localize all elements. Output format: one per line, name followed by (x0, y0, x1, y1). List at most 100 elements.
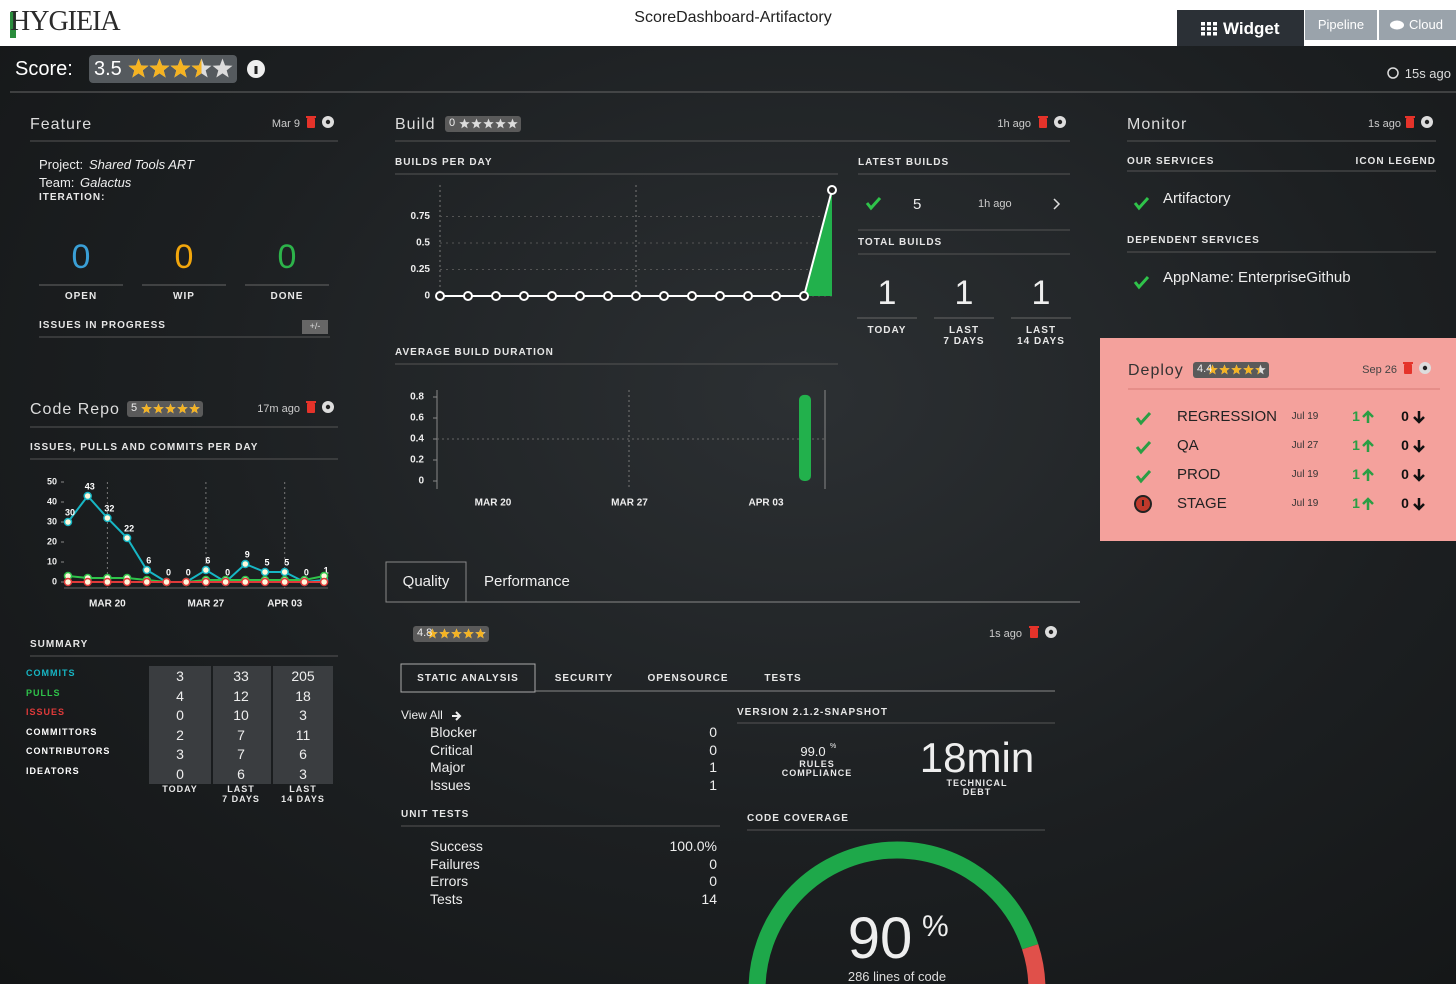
y-tick-label: 0.4 (410, 434, 424, 445)
down-count: 0 (1401, 495, 1409, 511)
toggle[interactable]: +/- (309, 321, 321, 331)
y-tick-label: 0 (424, 291, 430, 302)
updated-time: Sep 26 (1362, 364, 1397, 376)
team-label: Team: (39, 175, 75, 190)
grid-icon (1207, 22, 1211, 26)
x-tick-label: APR 03 (267, 599, 302, 610)
series-point (201, 577, 211, 587)
x-tick-label: MAR 27 (188, 599, 225, 610)
test-label: Failures (430, 855, 480, 872)
delete-lid (1029, 626, 1039, 628)
service-name: AppName: EnterpriseGithub (1163, 269, 1351, 286)
up-count: 1 (1352, 408, 1360, 424)
delete-icon[interactable] (1039, 118, 1047, 128)
environment-name: QA (1177, 437, 1199, 454)
issue-label: Major (430, 759, 466, 775)
summary-value: 12 (233, 687, 249, 704)
star (128, 58, 149, 78)
down-arrow (1413, 411, 1425, 424)
star (170, 58, 191, 78)
issue-value: 1 (709, 776, 717, 793)
summary-value: 3 (299, 707, 307, 723)
delete-lid (306, 401, 316, 403)
y-tick-label: 0.25 (411, 264, 431, 275)
count-value: 0 (174, 238, 194, 276)
project-label: Project: (39, 157, 84, 172)
coverage-unit: % (922, 910, 949, 943)
gauge-rest (1022, 944, 1046, 984)
star (149, 58, 170, 78)
series-point (142, 577, 152, 587)
tab-label[interactable]: Performance (484, 573, 570, 590)
environment-date: Jul 19 (1291, 498, 1319, 509)
count-label: DONE (270, 291, 304, 302)
issue-label: Critical (430, 741, 473, 758)
issue-label: Blocker (430, 724, 477, 740)
series-point (319, 577, 329, 587)
settings-hole (1422, 365, 1428, 371)
check-icon (865, 196, 882, 211)
series-point (799, 291, 809, 301)
check-icon (1133, 275, 1150, 290)
star (189, 403, 200, 414)
tab-pipeline (1305, 10, 1377, 40)
summary-value: 11 (295, 726, 311, 743)
delete-icon[interactable] (1404, 364, 1412, 374)
delete-icon[interactable] (307, 118, 315, 128)
logo-mark (10, 12, 16, 38)
coverage-lines: 286 lines of code (847, 969, 947, 984)
up-count: 1 (1352, 495, 1360, 511)
coverage-value: 90 (847, 906, 913, 971)
subtab-label[interactable]: STATIC ANALYSIS (417, 673, 519, 684)
subtab-label[interactable]: TESTS (764, 673, 802, 684)
rating-value: 4.8 (417, 627, 433, 639)
series-point (575, 291, 585, 301)
chevron[interactable] (1053, 198, 1061, 210)
star (451, 628, 462, 639)
star (177, 403, 188, 414)
tab-label[interactable]: Pipeline (1317, 17, 1365, 32)
count-value: 0 (277, 238, 297, 276)
tab-label[interactable]: Widget (1223, 19, 1280, 38)
tab-widget (1177, 10, 1304, 46)
settings-hole (1424, 119, 1430, 125)
series-point (280, 567, 289, 577)
delete-lid (1038, 116, 1048, 118)
star (141, 403, 152, 414)
view-all-link[interactable]: View All (401, 708, 443, 722)
subtab-label[interactable]: OPENSOURCE (647, 673, 729, 684)
summary-value: 3 (299, 765, 307, 782)
series-point (491, 291, 501, 301)
environment-date: Jul 27 (1291, 440, 1319, 451)
bar (799, 394, 811, 481)
environment-name: PROD (1177, 466, 1221, 483)
star (1243, 364, 1254, 375)
tab-label[interactable]: Cloud (1409, 17, 1443, 32)
down-arrow (1413, 440, 1425, 453)
series-point (103, 513, 112, 523)
down-count: 0 (1401, 466, 1409, 482)
delete-icon[interactable] (307, 403, 315, 413)
data-label: 5 (284, 557, 289, 567)
arrow-icon (452, 711, 462, 721)
check-icon (1135, 440, 1152, 455)
x-tick-label: APR 03 (748, 498, 783, 509)
series-point (63, 517, 73, 527)
up-arrow (1362, 497, 1374, 510)
subtab-label[interactable]: SECURITY (554, 673, 614, 684)
star (1207, 364, 1218, 375)
test-label: Errors (430, 873, 469, 889)
tab-label[interactable]: Quality (402, 573, 450, 590)
clock-icon (1387, 67, 1399, 79)
x-tick-label: MAR 20 (475, 498, 512, 509)
delete-lid (1403, 362, 1413, 364)
summary-column-label: LAST 14 DAYS (281, 784, 325, 804)
project-name: Shared Tools ART (89, 157, 195, 172)
series-point (519, 291, 529, 301)
y-tick-label: 0.8 (410, 392, 424, 403)
delete-icon[interactable] (1406, 118, 1414, 128)
settings-hole (1057, 119, 1063, 125)
rating-value: 5 (131, 402, 138, 414)
delete-icon[interactable] (1030, 628, 1038, 638)
